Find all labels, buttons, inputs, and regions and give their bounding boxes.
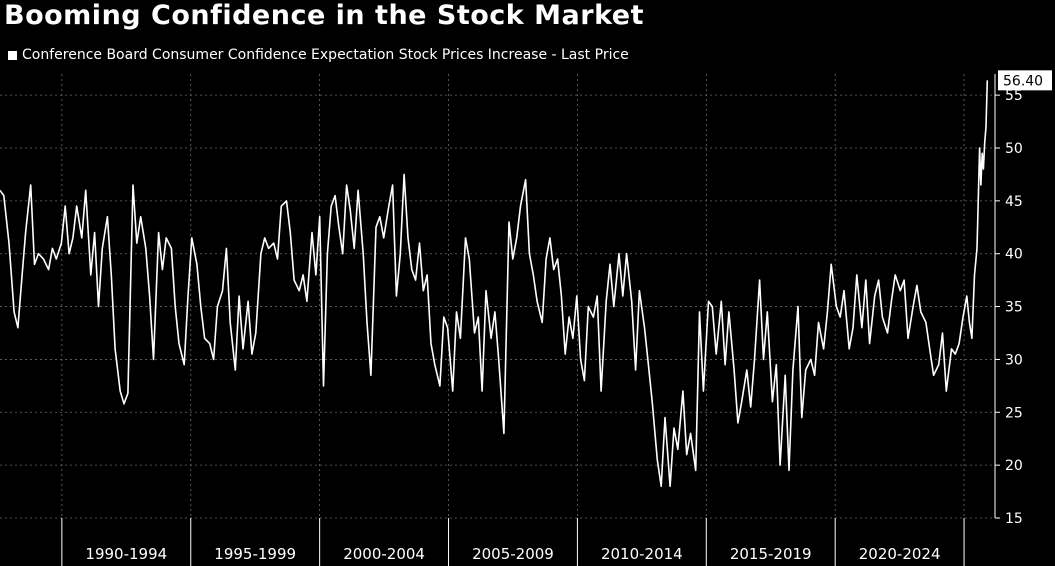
x-tick-label: 2020-2024 — [859, 545, 941, 563]
last-value-badge-box — [998, 70, 1052, 91]
y-axis: 15 20 25 30 35 40 45 50 55 — [994, 74, 1023, 527]
y-tick-label: 50 — [1005, 141, 1023, 157]
y-tick-label: 35 — [1005, 300, 1023, 316]
legend-swatch-icon — [8, 50, 17, 60]
y-tick-label: 45 — [1005, 194, 1023, 210]
gridlines — [0, 74, 995, 519]
last-value-label: 56.40 — [1003, 73, 1043, 89]
x-tick-label: 2005-2009 — [472, 545, 554, 563]
x-axis: 1990-1994 1995-1999 2000-2004 2005-2009 2010… — [61, 518, 965, 566]
y-tick-label: 55 — [1005, 88, 1023, 104]
x-tick-label: 2000-2004 — [343, 545, 425, 563]
x-tick-label: 2010-2014 — [601, 545, 683, 563]
legend-entry-label: Conference Board Consumer Confidence Exp… — [22, 47, 629, 63]
x-tick-label: 1990-1994 — [85, 545, 167, 563]
legend: Conference Board Consumer Confidence Exp… — [8, 47, 629, 63]
last-value-badge: 56.40 — [998, 70, 1052, 91]
y-tick-label: 40 — [1005, 247, 1023, 263]
y-tick-label: 25 — [1005, 405, 1023, 421]
y-tick-label: 15 — [1005, 511, 1023, 527]
y-tick-label: 20 — [1005, 458, 1023, 474]
x-tick-label: 2015-2019 — [730, 545, 812, 563]
series-line — [0, 80, 989, 488]
x-tick-label: 1995-1999 — [214, 545, 296, 563]
y-tick-label: 30 — [1005, 352, 1023, 368]
chart-title: Booming Confidence in the Stock Market — [4, 0, 645, 31]
